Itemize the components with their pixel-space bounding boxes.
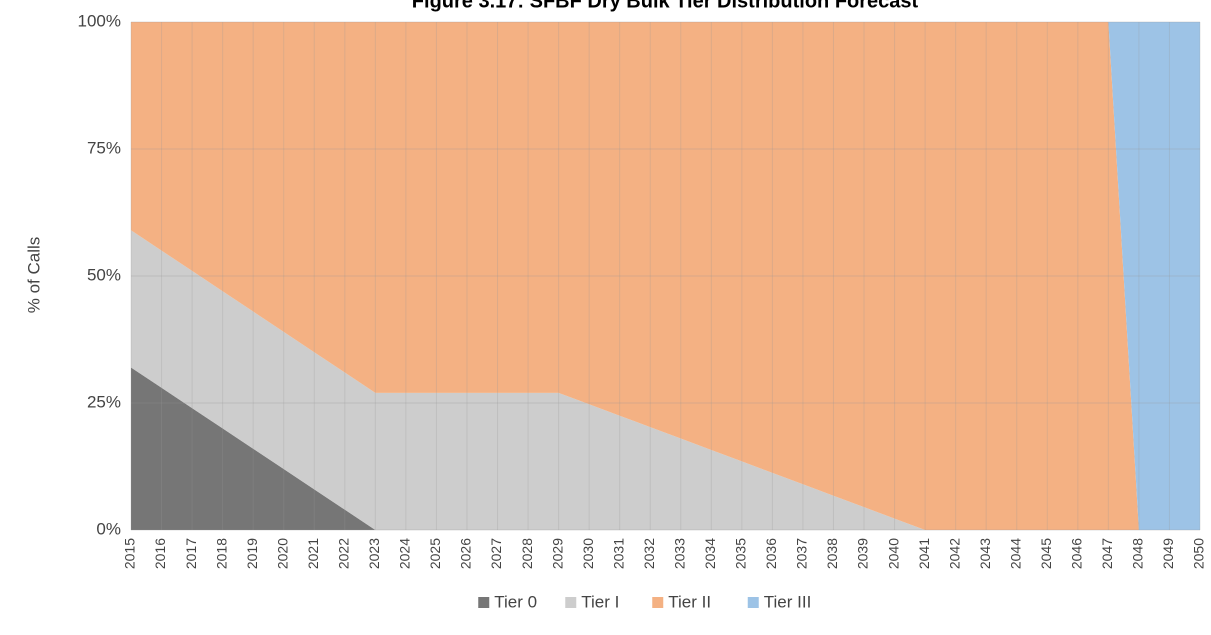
x-tick-label: 2022 — [336, 538, 352, 569]
legend-label: Tier 0 — [494, 592, 537, 611]
x-tick-label: 2021 — [305, 538, 321, 569]
x-tick-label: 2035 — [733, 538, 749, 569]
x-tick-label: 2030 — [580, 538, 596, 569]
x-tick-label: 2033 — [671, 538, 687, 569]
x-tick-label: 2031 — [610, 538, 626, 569]
x-tick-label: 2024 — [397, 538, 413, 569]
x-tick-label: 2027 — [488, 538, 504, 569]
x-tick-label: 2036 — [763, 538, 779, 569]
x-tick-label: 2042 — [946, 538, 962, 569]
x-tick-label: 2037 — [794, 538, 810, 569]
x-tick-label: 2029 — [549, 538, 565, 569]
chart-title: Figure 3.17: SFBF Dry Bulk Tier Distribu… — [412, 0, 919, 12]
legend-swatch — [565, 597, 577, 608]
x-tick-label: 2050 — [1191, 538, 1207, 569]
x-tick-label: 2038 — [824, 538, 840, 569]
x-tick-label: 2016 — [152, 538, 168, 569]
legend-label: Tier I — [581, 592, 619, 611]
x-tick-label: 2025 — [427, 538, 443, 569]
area — [131, 230, 1200, 530]
legend-swatch — [652, 597, 664, 608]
y-axis-label: % of Calls — [24, 237, 43, 314]
x-tick-label: 2040 — [885, 538, 901, 569]
legend-label: Tier III — [764, 592, 812, 611]
x-tick-label: 2039 — [855, 538, 871, 569]
y-tick-label: 100% — [78, 11, 121, 30]
x-tick-label: 2048 — [1130, 538, 1146, 569]
x-tick-label: 2047 — [1099, 538, 1115, 569]
y-tick-label: 75% — [87, 138, 121, 157]
y-tick-label: 25% — [87, 392, 121, 411]
y-tick-label: 0% — [96, 519, 121, 538]
legend-swatch — [478, 597, 490, 608]
x-tick-label: 2049 — [1160, 538, 1176, 569]
x-tick-label: 2028 — [519, 538, 535, 569]
legend-label: Tier II — [668, 592, 711, 611]
x-tick-label: 2046 — [1069, 538, 1085, 569]
x-tick-label: 2020 — [274, 538, 290, 569]
legend-swatch — [747, 597, 759, 608]
x-tick-label: 2034 — [702, 538, 718, 569]
x-tick-label: 2043 — [977, 538, 993, 569]
area — [131, 22, 1200, 530]
y-tick-label: 50% — [87, 265, 121, 284]
area — [131, 367, 1200, 530]
x-tick-label: 2032 — [641, 538, 657, 569]
x-tick-label: 2018 — [213, 538, 229, 569]
x-tick-label: 2019 — [244, 538, 260, 569]
x-tick-label: 2015 — [122, 538, 138, 569]
x-tick-label: 2026 — [458, 538, 474, 569]
x-tick-label: 2044 — [1007, 538, 1023, 569]
x-tick-label: 2023 — [366, 538, 382, 569]
x-tick-label: 2041 — [916, 538, 932, 569]
x-tick-label: 2045 — [1038, 538, 1054, 569]
x-tick-label: 2017 — [183, 538, 199, 569]
